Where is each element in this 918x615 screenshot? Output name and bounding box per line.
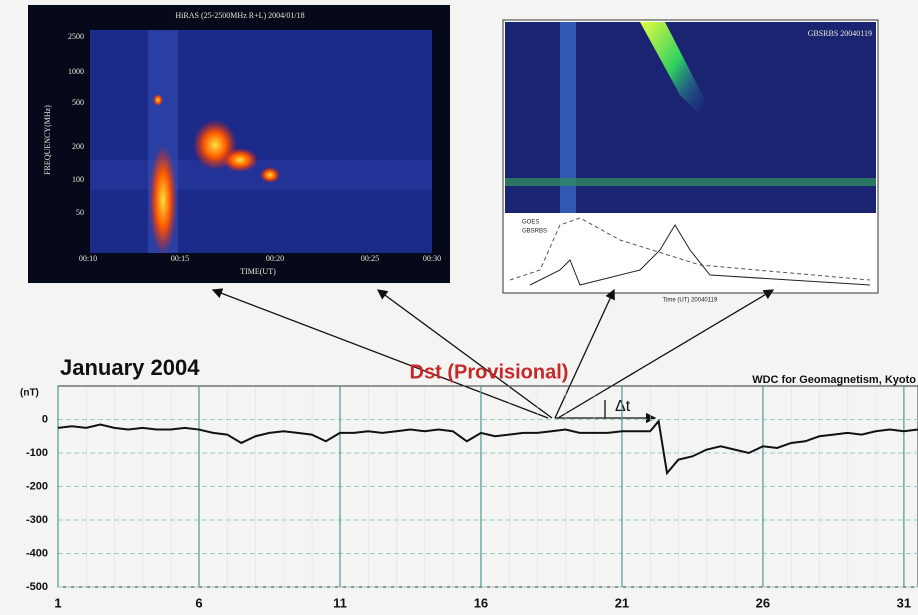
x-label: TIME(UT)	[240, 267, 276, 276]
y-tick-label: 50	[76, 208, 84, 217]
x-tick-label: 00:25	[361, 254, 379, 263]
spectrogram-left: HiRAS (25-2500MHz R+L) 2004/01/18 FREQUE…	[28, 5, 450, 283]
y-label: (nT)	[20, 388, 39, 399]
x-tick-label: 6	[195, 595, 202, 610]
figure-title: GBSRBS 20040119	[808, 29, 872, 38]
legend-label: GOES	[522, 220, 539, 226]
x-tick-label: 00:20	[266, 254, 284, 263]
x-tick-label: 31	[897, 595, 911, 610]
x-tick-label: 11	[333, 595, 347, 610]
x-tick-label: 00:15	[171, 254, 189, 263]
chart-subtitle: Dst (Provisional)	[410, 361, 569, 383]
x-tick-label: 00:30	[423, 254, 441, 263]
y-tick-label: 100	[72, 175, 84, 184]
y-tick-label: -300	[26, 514, 48, 526]
spectrogram-right: GBSRBS 20040119 GOES GBSRBS Time (UT) 20…	[502, 19, 879, 304]
chart-title: January 2004	[60, 355, 200, 380]
source: WDC for Geomagnetism, Kyoto	[752, 374, 916, 386]
y-tick-label: -500	[26, 581, 48, 593]
legend-label: GBSRBS	[522, 229, 547, 235]
x-tick-label: 1	[54, 595, 61, 610]
y-tick-label: 500	[72, 98, 84, 107]
x-tick-label: 26	[756, 595, 770, 610]
x-tick-label: 21	[615, 595, 629, 610]
data-line	[57, 418, 918, 476]
y-tick-label: -100	[26, 447, 48, 459]
y-tick-label: 1000	[68, 67, 84, 76]
x-label: Time (UT) 20040119	[663, 298, 718, 304]
y-label: FREQUENCY(MHz)	[43, 105, 52, 175]
y-tick-label: 0	[42, 413, 48, 425]
y-tick-label: -400	[26, 547, 48, 559]
x-tick-label: 16	[474, 595, 488, 610]
y-tick-label: 2500	[68, 32, 84, 41]
y-tick-label: 200	[72, 142, 84, 151]
y-tick-label: -200	[26, 480, 48, 492]
x-tick-label: 00:10	[79, 254, 97, 263]
figure-title: HiRAS (25-2500MHz R+L) 2004/01/18	[175, 11, 304, 20]
